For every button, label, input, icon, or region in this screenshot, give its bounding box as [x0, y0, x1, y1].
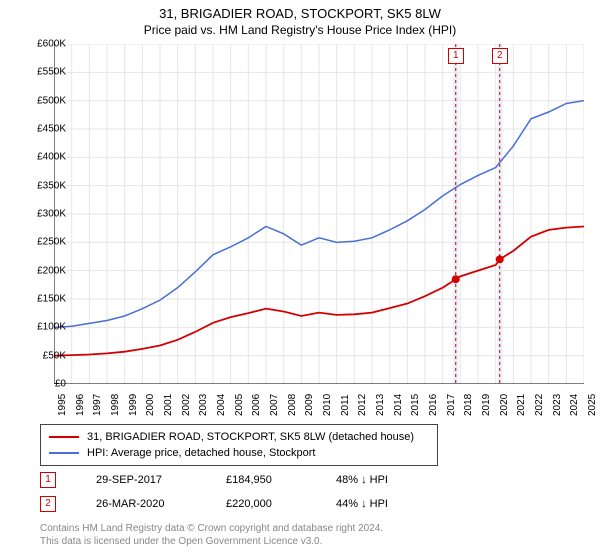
legend-row-hpi: HPI: Average price, detached house, Stoc…	[49, 445, 429, 461]
legend-swatch-property	[49, 436, 79, 438]
transaction-marker-1: 1	[40, 472, 56, 488]
x-tick-label: 2004	[216, 394, 227, 416]
y-tick-label: £550K	[16, 67, 66, 78]
x-tick-label: 2005	[234, 394, 245, 416]
x-tick-label: 2021	[516, 394, 527, 416]
y-tick-label: £250K	[16, 237, 66, 248]
x-tick-label: 1996	[75, 394, 86, 416]
chart-svg	[54, 44, 584, 384]
y-tick-label: £150K	[16, 294, 66, 305]
x-tick-label: 1999	[128, 394, 139, 416]
footer-line1: Contains HM Land Registry data © Crown c…	[40, 522, 383, 535]
legend-label-property: 31, BRIGADIER ROAD, STOCKPORT, SK5 8LW (…	[87, 431, 414, 443]
transaction-price-1: £184,950	[226, 474, 296, 486]
x-tick-label: 2012	[357, 394, 368, 416]
legend-row-property: 31, BRIGADIER ROAD, STOCKPORT, SK5 8LW (…	[49, 429, 429, 445]
x-tick-label: 1995	[57, 394, 68, 416]
y-tick-label: £450K	[16, 124, 66, 135]
x-tick-label: 2011	[340, 394, 351, 416]
x-tick-label: 2018	[463, 394, 474, 416]
footer-text: Contains HM Land Registry data © Crown c…	[40, 522, 383, 548]
x-tick-label: 2014	[393, 394, 404, 416]
y-tick-label: £50K	[16, 350, 66, 361]
x-tick-label: 2023	[552, 394, 563, 416]
x-tick-label: 2007	[269, 394, 280, 416]
transaction-date-2: 26-MAR-2020	[96, 498, 186, 510]
footer-line2: This data is licensed under the Open Gov…	[40, 535, 383, 548]
x-tick-label: 2002	[181, 394, 192, 416]
x-tick-label: 2015	[410, 394, 421, 416]
x-tick-label: 2013	[375, 394, 386, 416]
chart-marker-1: 1	[448, 48, 464, 64]
x-tick-label: 2008	[287, 394, 298, 416]
transaction-price-2: £220,000	[226, 498, 296, 510]
transaction-marker-2: 2	[40, 496, 56, 512]
chart-container: 31, BRIGADIER ROAD, STOCKPORT, SK5 8LW P…	[0, 0, 600, 560]
x-tick-label: 2000	[145, 394, 156, 416]
y-tick-label: £200K	[16, 265, 66, 276]
legend-box: 31, BRIGADIER ROAD, STOCKPORT, SK5 8LW (…	[40, 424, 438, 466]
y-tick-label: £400K	[16, 152, 66, 163]
y-tick-label: £300K	[16, 209, 66, 220]
legend-label-hpi: HPI: Average price, detached house, Stoc…	[87, 447, 316, 459]
transaction-date-1: 29-SEP-2017	[96, 474, 186, 486]
transaction-delta-2: 44% ↓ HPI	[336, 498, 388, 510]
chart-subtitle: Price paid vs. HM Land Registry's House …	[0, 21, 600, 37]
chart-title: 31, BRIGADIER ROAD, STOCKPORT, SK5 8LW	[0, 0, 600, 21]
x-tick-label: 2025	[587, 394, 598, 416]
chart-plot-area	[54, 44, 584, 384]
y-tick-label: £100K	[16, 322, 66, 333]
x-tick-label: 1997	[92, 394, 103, 416]
x-tick-label: 2019	[481, 394, 492, 416]
x-tick-label: 2001	[163, 394, 174, 416]
chart-marker-2: 2	[492, 48, 508, 64]
y-tick-label: £0	[16, 379, 66, 390]
transaction-row-2: 2 26-MAR-2020 £220,000 44% ↓ HPI	[40, 496, 388, 512]
x-tick-label: 2020	[499, 394, 510, 416]
y-tick-label: £600K	[16, 39, 66, 50]
x-tick-label: 2010	[322, 394, 333, 416]
x-tick-label: 2022	[534, 394, 545, 416]
transaction-row-1: 1 29-SEP-2017 £184,950 48% ↓ HPI	[40, 472, 388, 488]
x-tick-label: 2003	[198, 394, 209, 416]
transaction-delta-1: 48% ↓ HPI	[336, 474, 388, 486]
x-tick-label: 2006	[251, 394, 262, 416]
y-tick-label: £350K	[16, 180, 66, 191]
x-tick-label: 2024	[569, 394, 580, 416]
y-tick-label: £500K	[16, 95, 66, 106]
x-tick-label: 2016	[428, 394, 439, 416]
x-tick-label: 1998	[110, 394, 121, 416]
x-tick-label: 2009	[304, 394, 315, 416]
x-tick-label: 2017	[446, 394, 457, 416]
legend-swatch-hpi	[49, 452, 79, 454]
